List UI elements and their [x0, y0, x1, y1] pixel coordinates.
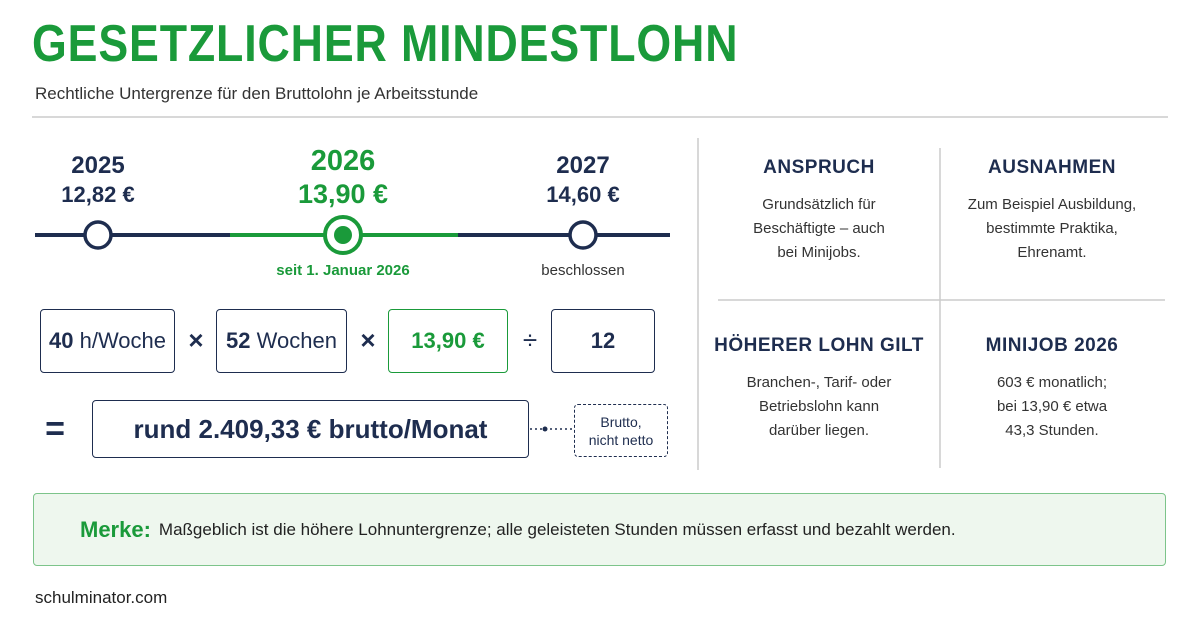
factor-value: 52 — [226, 328, 251, 353]
operator: × — [188, 325, 204, 355]
cell-line: bestimmte Praktika, — [986, 220, 1118, 237]
wage: 13,90 € — [297, 179, 389, 209]
cell-line: darüber liegen. — [768, 422, 870, 439]
cell-line: bei Minijobs. — [777, 244, 861, 261]
factor-unit: h/Woche — [79, 328, 167, 353]
factor-box: 13,90 € — [388, 309, 508, 373]
wage: 12,82 € — [61, 182, 135, 207]
year: 2027 — [556, 152, 610, 179]
cell-line: 603 € monatlich; — [996, 374, 1108, 391]
factor-box: 12 — [551, 309, 655, 373]
cell-line: Zum Beispiel Ausbildung, — [967, 196, 1137, 213]
cell-line: Betriebslohn kann — [758, 398, 880, 415]
equals: = — [45, 410, 65, 448]
cell-line: bei 13,90 € etwa — [996, 398, 1108, 415]
cell-heading: HÖHERER LOHN GILT — [714, 335, 924, 356]
timeline-dot — [568, 220, 598, 250]
year: 2025 — [71, 152, 125, 179]
timeline-note: seit 1. Januar 2026 — [276, 262, 410, 279]
cell-line: Grundsätzlich für — [762, 196, 876, 213]
note-box: Merke: Maßgeblich ist die höhere Lohnunt… — [33, 493, 1166, 566]
timeline-note: beschlossen — [541, 262, 625, 279]
timeline-dot — [83, 220, 113, 250]
factor-value: 40 — [48, 328, 74, 353]
info-cell: HÖHERER LOHN GILT Branchen-, Tarif- oder B… — [709, 335, 929, 443]
cell-line: Ehrenamt. — [1017, 244, 1087, 261]
cell-line: 43,3 Stunden. — [1005, 422, 1099, 439]
info-cell: AUSNAHMEN Zum Beispiel Ausbildung, bestimm… — [942, 157, 1162, 265]
result-note: Brutto, nicht netto — [574, 404, 668, 457]
note-line: Brutto, — [600, 413, 642, 430]
factor-box: 40 h/Woche — [40, 309, 175, 373]
connector-dot — [542, 426, 548, 432]
result: rund 2.409,33 € brutto/Monat — [92, 400, 529, 458]
factor-value: 13,90 € — [411, 328, 485, 353]
factor-box: 52 Wochen — [216, 309, 347, 373]
note-label: Merke: — [80, 516, 151, 542]
title: GESETZLICHER MINDESTLOHN — [32, 15, 739, 73]
wage: 14,60 € — [546, 182, 620, 207]
operator: ÷ — [522, 325, 538, 355]
note-line: nicht netto — [588, 431, 654, 448]
note-text: Maßgeblich ist die höhere Lohnuntergrenz… — [158, 519, 956, 539]
factor-value: 12 — [590, 328, 616, 353]
cell-heading: MINIJOB 2026 — [985, 335, 1119, 356]
info-cell: ANSPRUCH Grundsätzlich für Beschäftigte – … — [709, 157, 929, 265]
info-cell: MINIJOB 2026 603 € monatlich; bei 13,90 € … — [942, 335, 1162, 443]
factor-unit: Wochen — [256, 328, 337, 353]
subtitle: Rechtliche Untergrenze für den Bruttoloh… — [35, 84, 479, 103]
cell-heading: ANSPRUCH — [763, 157, 875, 178]
cell-heading: AUSNAHMEN — [988, 157, 1116, 178]
year: 2026 — [310, 145, 376, 177]
timeline-dot-inner — [334, 226, 352, 244]
cell-line: Beschäftigte – auch — [753, 220, 885, 237]
footer: schulminator.com — [35, 588, 168, 607]
operator: × — [360, 325, 376, 355]
cell-line: Branchen-, Tarif- oder — [746, 374, 892, 391]
